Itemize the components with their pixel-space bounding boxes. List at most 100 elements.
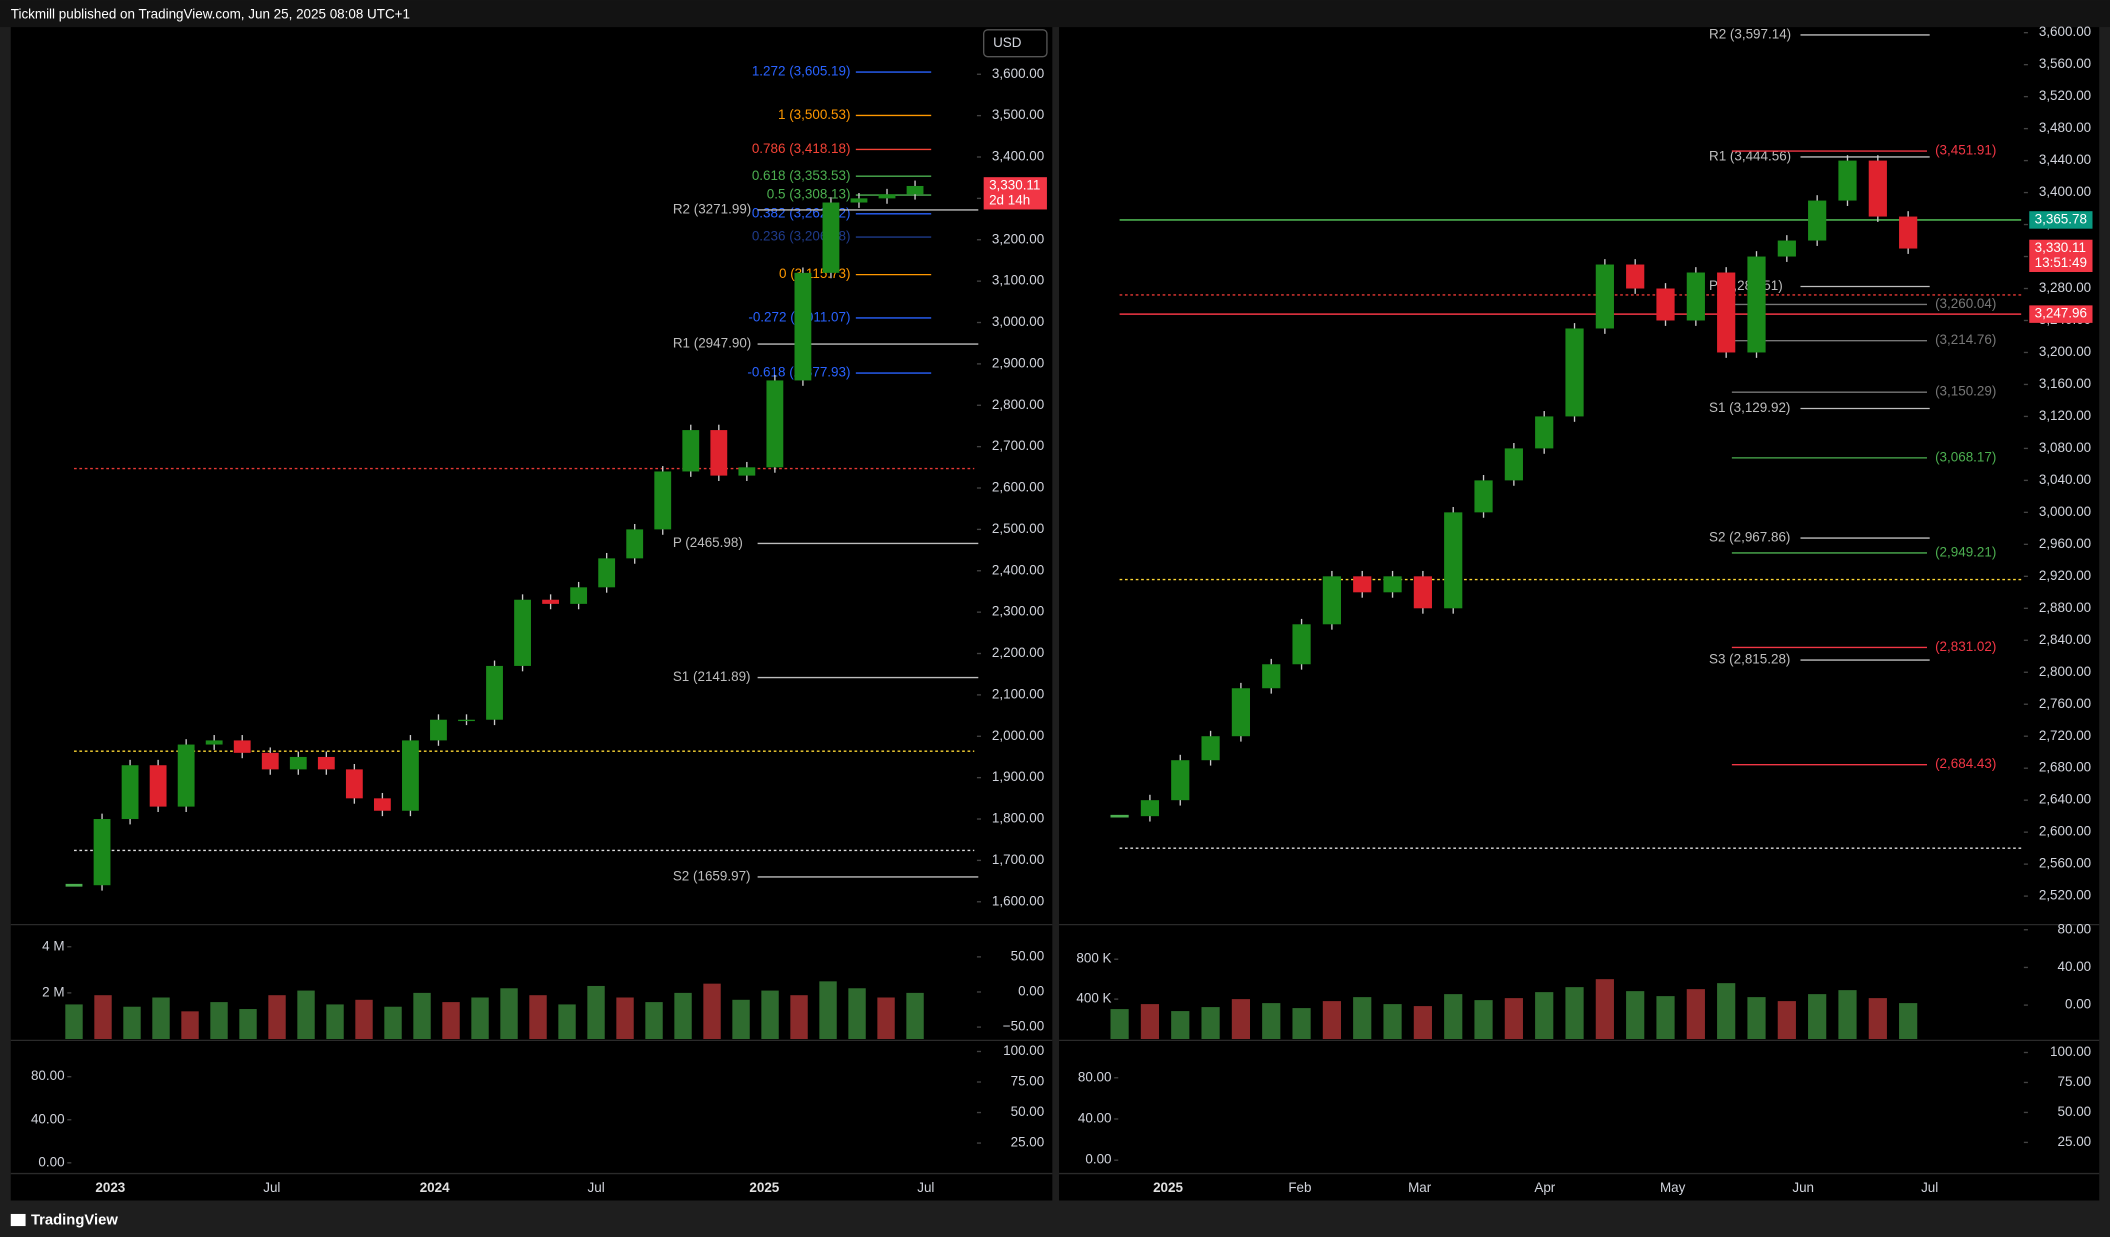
candle: [682, 430, 700, 472]
candle: [1808, 200, 1827, 241]
candle: [317, 756, 335, 770]
level-label: S3 (2,815.28): [1709, 652, 1790, 667]
volume-bar: [1201, 1007, 1220, 1040]
candle: [542, 599, 560, 604]
candle: [766, 380, 784, 468]
axis-tick-label: 3,000.00: [992, 314, 1044, 329]
candle: [402, 740, 419, 811]
axis-tick-label: 100.00: [1003, 1043, 1044, 1058]
currency-button[interactable]: [983, 29, 1048, 58]
level-label: 1 (3,500.53): [778, 107, 850, 122]
volume-bar: [558, 1004, 576, 1040]
axis-tick-label: 50.00: [1011, 948, 1045, 963]
time-label: Jul: [1921, 1180, 1938, 1195]
time-label: Mar: [1408, 1180, 1432, 1195]
axis-tick-label: 2,880.00: [2039, 600, 2091, 615]
axis-tick-label: 4 M: [42, 938, 64, 953]
header-title: Tickmill published on TradingView.com, J…: [11, 7, 410, 22]
axis-tick-label: 2,840.00: [2039, 632, 2091, 647]
volume-bar: [1838, 990, 1857, 1040]
candle: [1686, 272, 1705, 321]
volume-bar: [181, 1011, 199, 1040]
volume-bar: [1899, 1003, 1918, 1040]
price-tag: [2029, 211, 2093, 229]
volume-bar: [1656, 996, 1675, 1040]
level-label: (2,831.02): [1935, 639, 1996, 654]
footer-logo: [10, 1213, 26, 1227]
level-label: (3,451.91): [1935, 143, 1996, 158]
price-tag: [983, 177, 1047, 210]
currency-label: USD: [993, 35, 1022, 50]
volume-bar: [732, 999, 750, 1040]
axis-tick-label: 50.00: [1011, 1104, 1045, 1119]
candle: [626, 529, 644, 559]
axis-tick-label: 0.00: [1018, 984, 1044, 999]
time-label: Feb: [1288, 1180, 1311, 1195]
candle: [373, 798, 391, 811]
volume-bar: [790, 995, 808, 1040]
axis-tick-label: 3,040.00: [2039, 472, 2091, 487]
price-tag-label: 3,330.11: [989, 177, 1040, 192]
candle: [93, 819, 111, 886]
volume-bar: [761, 990, 779, 1040]
volume-bar: [94, 995, 112, 1040]
volume-bar: [297, 990, 315, 1040]
level-label: R1 (3,444.56): [1709, 148, 1791, 163]
axis-tick-label: 800 K: [1076, 951, 1111, 966]
header-bar: [0, 0, 2110, 28]
candle: [1292, 624, 1311, 665]
candle: [654, 471, 672, 530]
time-label: May: [1660, 1180, 1686, 1195]
axis-tick-label: 2,720.00: [2039, 728, 2091, 743]
candle: [458, 719, 475, 722]
volume-bar: [1353, 997, 1372, 1040]
price-tag: [2029, 239, 2093, 272]
volume-bar: [1413, 1006, 1432, 1040]
axis-tick-label: 2,640.00: [2039, 792, 2091, 807]
level-label: S2 (1659.97): [673, 869, 751, 884]
axis-tick-label: 50.00: [2058, 1104, 2092, 1119]
time-label: 2025: [749, 1180, 779, 1195]
price-tag-countdown: 2d 14h: [989, 192, 1030, 207]
volume-bar: [355, 999, 373, 1040]
volume-bar: [326, 1004, 344, 1040]
candle: [1413, 576, 1432, 609]
volume-bar: [1474, 1000, 1493, 1040]
candle: [1899, 216, 1918, 249]
level-label: 1.272 (3,605.19): [752, 64, 851, 79]
time-label: Jul: [588, 1180, 605, 1195]
candle: [233, 740, 251, 753]
candle: [1383, 576, 1402, 593]
candle: [1626, 264, 1645, 289]
axis-tick-label: 3,400.00: [2039, 184, 2091, 199]
price-tag-label: 3,247.96: [2035, 306, 2087, 321]
volume-bar: [674, 992, 692, 1040]
level-label: S1 (3,129.92): [1709, 400, 1790, 415]
volume-bar: [906, 992, 924, 1040]
volume-bar: [1808, 994, 1827, 1040]
axis-tick-label: 2,500.00: [992, 521, 1044, 536]
volume-bar: [877, 997, 895, 1040]
axis-tick-label: 3,120.00: [2039, 408, 2091, 423]
candle: [1868, 160, 1887, 217]
axis-tick-label: 2,680.00: [2039, 760, 2091, 775]
candle: [1565, 328, 1584, 417]
level-label: (2,949.21): [1935, 545, 1996, 560]
axis-tick-label: 1,600.00: [992, 893, 1044, 908]
volume-bar: [1110, 1009, 1129, 1040]
axis-tick-label: 2,700.00: [992, 438, 1044, 453]
candle: [1474, 480, 1493, 513]
level-label: (3,068.17): [1935, 449, 1996, 464]
volume-bar: [152, 997, 170, 1040]
candle: [1504, 448, 1523, 481]
volume-bar: [500, 988, 518, 1040]
volume-bar: [268, 995, 286, 1040]
volume-bar: [1322, 1001, 1341, 1040]
volume-bar: [819, 981, 837, 1040]
axis-tick-label: 2,960.00: [2039, 536, 2091, 551]
price-tag: [2029, 305, 2093, 323]
volume-bar: [1140, 1004, 1160, 1040]
volume-bar: [1292, 1008, 1311, 1040]
candle: [794, 272, 812, 381]
axis-tick-label: 2,600.00: [2039, 824, 2091, 839]
